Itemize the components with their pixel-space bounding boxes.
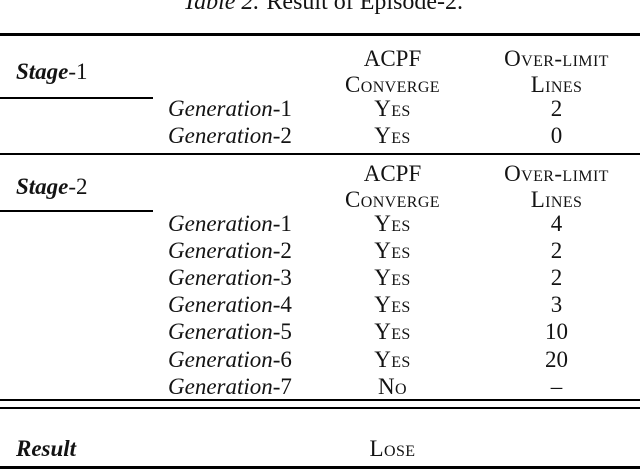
stage2-generation-row-1: Generation-1 Yes 4 [0,210,640,237]
generation-cell: Generation-5 [168,318,320,345]
acpf-converge-cell: Yes [374,238,411,263]
stage2-generation-row-4: Generation-4 Yes 3 [0,291,640,318]
generation-number: -7 [272,374,292,399]
generation-cell: Generation-1 [168,95,320,122]
overlimit-lines-cell: 2 [550,96,563,121]
stage2-label-suffix: -2 [68,174,88,199]
generation-name: Generation [168,292,273,317]
generation-cell: Generation-1 [168,210,320,237]
generation-name: Generation [168,319,273,344]
stage1-label: Stage-1 [16,59,88,85]
stage-separator-rule [0,153,640,156]
overlimit-lines-cell: 4 [550,211,563,236]
generation-number: -4 [272,292,292,317]
acpf-converge-cell: Yes [374,347,411,372]
stage1-label-cell: Stage-1 [0,46,168,98]
acpf-header-line1: ACPF [363,46,422,71]
table-top-rule [0,33,640,36]
stage2-generation-row-6: Generation-6 Yes 20 [0,346,640,373]
stage2-generation-row-7: Generation-7 No – [0,373,640,400]
overlimit-lines-cell: 20 [545,347,568,372]
generation-number: -3 [272,265,292,290]
generation-number: -1 [272,96,292,121]
generation-number: -2 [272,123,292,148]
acpf-converge-cell: Yes [374,123,411,148]
acpf-header-line2: Converge [345,72,440,97]
stage2-label-cell: Stage-2 [0,161,168,213]
generation-cell: Generation-3 [168,264,320,291]
stage1-label-suffix: -1 [68,59,88,84]
generation-name: Generation [168,96,273,121]
acpf-converge-cell: Yes [374,96,411,121]
generation-number: -1 [272,211,292,236]
overlimit-lines-cell: – [550,374,563,399]
stage1-generation-row-2: Generation-2 Yes 0 [0,122,640,149]
acpf-converge-cell: Yes [374,292,411,317]
generation-cell: Generation-7 [168,373,320,400]
stage2-generation-row-3: Generation-3 Yes 2 [0,264,640,291]
acpf-converge-cell: Yes [374,319,411,344]
generation-number: -5 [272,319,292,344]
result-label: Result [16,436,77,461]
generation-name: Generation [168,238,273,263]
stage2-generation-row-2: Generation-2 Yes 2 [0,237,640,264]
overlimit-header-line2: Lines [530,72,583,97]
overlimit-lines-cell: 2 [550,265,563,290]
overlimit-header-line2: Lines [530,187,583,212]
stage2-label-word: Stage [16,174,69,199]
generation-name: Generation [168,347,273,372]
generation-cell: Generation-2 [168,237,320,264]
generation-cell: Generation-6 [168,346,320,373]
generation-cell: Generation-2 [168,122,320,149]
stage2-generation-row-5: Generation-5 Yes 10 [0,318,640,345]
acpf-converge-cell: Yes [374,211,411,236]
result-double-rule-bottom [0,407,640,410]
overlimit-lines-cell: 0 [550,123,563,148]
generation-name: Generation [168,374,273,399]
overlimit-lines-cell: 2 [550,238,563,263]
acpf-header-line1: ACPF [363,161,422,186]
stage2-header-spacer [168,161,320,213]
result-row: Result Lose [0,435,640,462]
stage2-overlimit-header: Over-limit Lines [465,161,640,213]
stage1-acpf-header: ACPF Converge [320,46,465,98]
overlimit-lines-cell: 10 [545,319,568,344]
stage1-overlimit-header: Over-limit Lines [465,46,640,98]
stage2-label: Stage-2 [16,174,88,200]
stage1-label-word: Stage [16,59,69,84]
table-caption: Table 2. Result of Episode-2. [0,0,640,16]
generation-number: -6 [272,347,292,372]
stage1-header-row: Stage-1 ACPF Converge Over-limit Lines [0,46,640,98]
generation-number: -2 [272,238,292,263]
generation-cell: Generation-4 [168,291,320,318]
table-caption-text: Result of Episode-2. [266,0,464,15]
acpf-header-line2: Converge [345,187,440,212]
stage1-cmidrule [0,97,153,99]
overlimit-lines-cell: 3 [550,292,563,317]
generation-name: Generation [168,265,273,290]
overlimit-header-line1: Over-limit [504,161,609,186]
overlimit-header-line1: Over-limit [504,46,609,71]
stage2-acpf-header: ACPF Converge [320,161,465,213]
generation-name: Generation [168,211,273,236]
table-caption-label: Table 2. [182,0,260,15]
acpf-converge-cell: Yes [374,265,411,290]
acpf-converge-cell: No [378,374,407,399]
table-bottom-rule [0,466,640,470]
stage1-generation-row-1: Generation-1 Yes 2 [0,95,640,122]
generation-name: Generation [168,123,273,148]
stage1-header-spacer [168,46,320,98]
stage2-cmidrule [0,210,153,212]
result-double-rule-top [0,399,640,402]
stage2-header-row: Stage-2 ACPF Converge Over-limit Lines [0,161,640,213]
result-value: Lose [369,436,416,461]
